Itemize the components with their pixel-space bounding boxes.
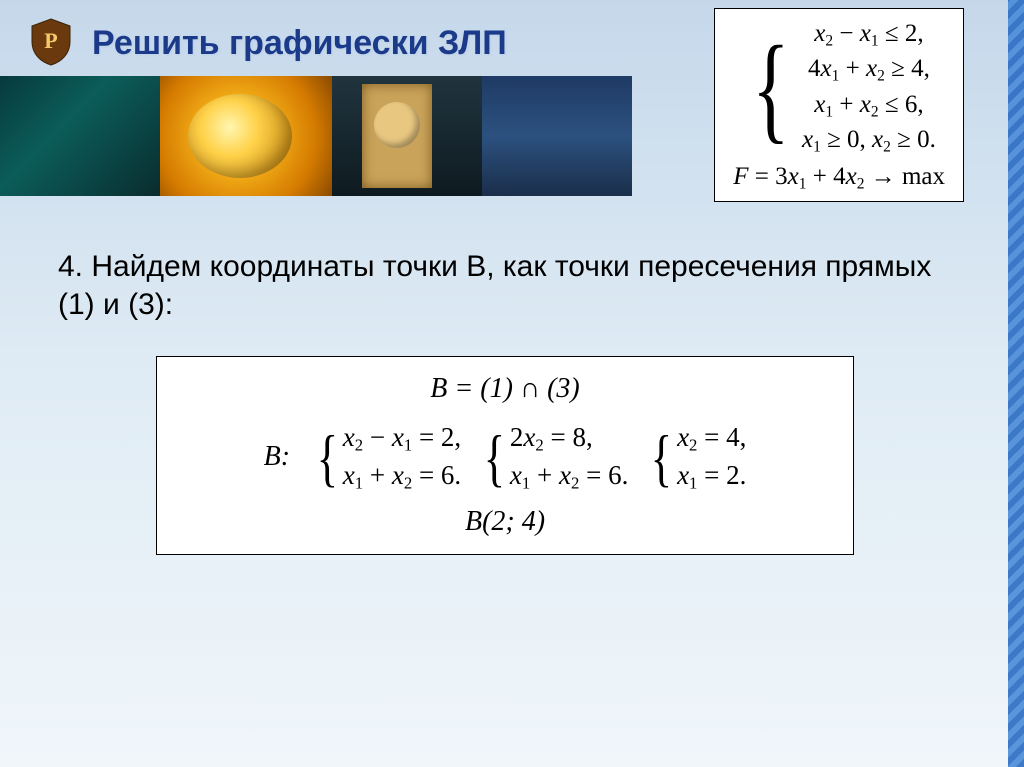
strip-segment <box>332 76 482 196</box>
constraint-line: 4x1 + x2 ≥ 4, <box>808 52 930 87</box>
step-text: 4. Найдем координаты точки В, как точки … <box>58 248 954 325</box>
solution-label: B: <box>264 441 290 473</box>
right-edge-decor <box>1008 0 1024 767</box>
eq-line: x1 + x2 = 6. <box>510 457 628 495</box>
objective-line: F = 3x1 + 4x2 → max <box>733 160 945 195</box>
svg-text:P: P <box>44 28 57 53</box>
strip-segment <box>160 76 332 196</box>
decorative-photo-strip <box>0 76 632 196</box>
solution-result: B(2; 4) <box>181 506 829 538</box>
strip-segment <box>0 76 160 196</box>
brace-icon: { <box>484 432 506 483</box>
constraint-system: { x2 − x1 ≤ 2, 4x1 + x2 ≥ 4, x1 + x2 ≤ 6… <box>733 17 945 158</box>
brace-icon: { <box>752 37 789 139</box>
page-title: Решить графически ЗЛП <box>92 24 507 63</box>
constraint-line: x2 − x1 ≤ 2, <box>814 17 923 52</box>
brace-icon: { <box>651 432 673 483</box>
logo-shield-icon: P <box>30 18 72 66</box>
eq-line: x1 + x2 = 6. <box>343 457 461 495</box>
eq-line: x1 = 2. <box>677 457 746 495</box>
solution-systems-row: B: { x2 − x1 = 2, x1 + x2 = 6. { 2x2 = 8… <box>181 419 829 496</box>
eq-line: x2 − x1 = 2, <box>343 419 461 457</box>
brace-icon: { <box>317 432 339 483</box>
constraint-line: x1 + x2 ≤ 6, <box>814 88 923 123</box>
solution-box: B = (1) ∩ (3) B: { x2 − x1 = 2, x1 + x2 … <box>156 356 854 555</box>
system-2: { 2x2 = 8, x1 + x2 = 6. <box>479 419 628 496</box>
system-3: { x2 = 4, x1 = 2. <box>646 419 746 496</box>
solution-heading: B = (1) ∩ (3) <box>181 373 829 405</box>
system-1: { x2 − x1 = 2, x1 + x2 = 6. <box>312 419 461 496</box>
constraints-box: { x2 − x1 ≤ 2, 4x1 + x2 ≥ 4, x1 + x2 ≤ 6… <box>714 8 964 202</box>
eq-line: x2 = 4, <box>677 419 746 457</box>
strip-segment <box>482 76 632 196</box>
constraint-line: x1 ≥ 0, x2 ≥ 0. <box>802 123 936 158</box>
eq-line: 2x2 = 8, <box>510 419 628 457</box>
